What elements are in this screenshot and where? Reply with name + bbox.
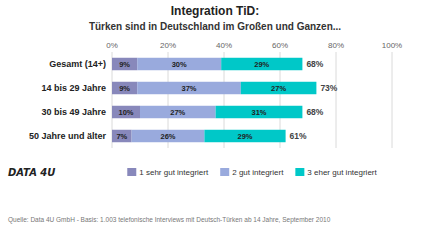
legend-swatch [220,168,229,176]
bar [132,130,205,142]
data-label: 26% [160,132,175,141]
legend-label: 3 eher gut integriert [307,168,377,177]
data-labels: 9% 9% 10% 7% 30% 37% 27% 26% 29% 27% 31% 29% [116,60,286,141]
legend-item: 2 gut integriert [220,168,284,177]
data-label: 30% [172,60,187,69]
category-label: 14 bis 29 Jahre [41,83,106,93]
chart-container: Integration TiD: Türken sind in Deutschla… [0,0,430,234]
bar [140,106,216,118]
annotation: DATA 4U [8,167,55,178]
legend-label: 2 gut integriert [232,168,284,177]
legend-item: 1 sehr gut integriert [127,168,209,177]
tick-label: 20% [160,41,176,50]
bar [204,130,285,142]
data-label: 37% [181,84,196,93]
tick-label: 100% [382,41,402,50]
total-label: 73% [320,83,337,93]
total-label: 68% [306,107,323,117]
data-label: 9% [119,84,130,93]
data-label: 27% [170,108,185,117]
subtitle: Türken sind in Deutschland im Großen und… [89,21,341,32]
bar [112,82,137,94]
bar [241,82,317,94]
data-label: 7% [116,132,127,141]
legend-swatch [127,168,136,176]
bar [137,58,221,70]
data-label: 27% [271,84,286,93]
grid-line [336,52,337,148]
bar [112,58,137,70]
title: Integration TiD: [171,4,259,18]
data-label: 29% [237,132,252,141]
tick-label: 0% [106,41,118,50]
bar [112,130,132,142]
total-label: 68% [306,59,323,69]
legend-item: 3 eher gut integriert [295,168,377,177]
data-label: 9% [119,60,130,69]
tick-label: 40% [216,41,232,50]
data-label: 29% [254,60,269,69]
bar [112,106,140,118]
tick-label: 80% [328,41,344,50]
data-label: 31% [251,108,266,117]
category-label: 50 Jahre und älter [29,131,107,141]
tick-label: 60% [272,41,288,50]
bar [137,82,241,94]
chart: Integration TiD: Türken sind in Deutschla… [0,0,430,234]
x-axis: 0% 20% 40% 60% 80% 100% [106,41,402,148]
category-label: Gesamt (14+) [49,59,106,69]
legend-label: 1 sehr gut integriert [139,168,209,177]
grid-line [392,52,393,148]
legend-swatch [295,168,304,176]
category-label: 30 bis 49 Jahre [41,107,106,117]
legend: 1 sehr gut integriert 2 gut integriert 3 e… [127,168,377,177]
bar [216,106,303,118]
bar [221,58,302,70]
total-label: 61% [290,131,307,141]
source: Quelle: Data 4U GmbH - Basis: 1.003 tele… [8,216,331,224]
bars [112,58,316,142]
data-label: 10% [118,108,133,117]
